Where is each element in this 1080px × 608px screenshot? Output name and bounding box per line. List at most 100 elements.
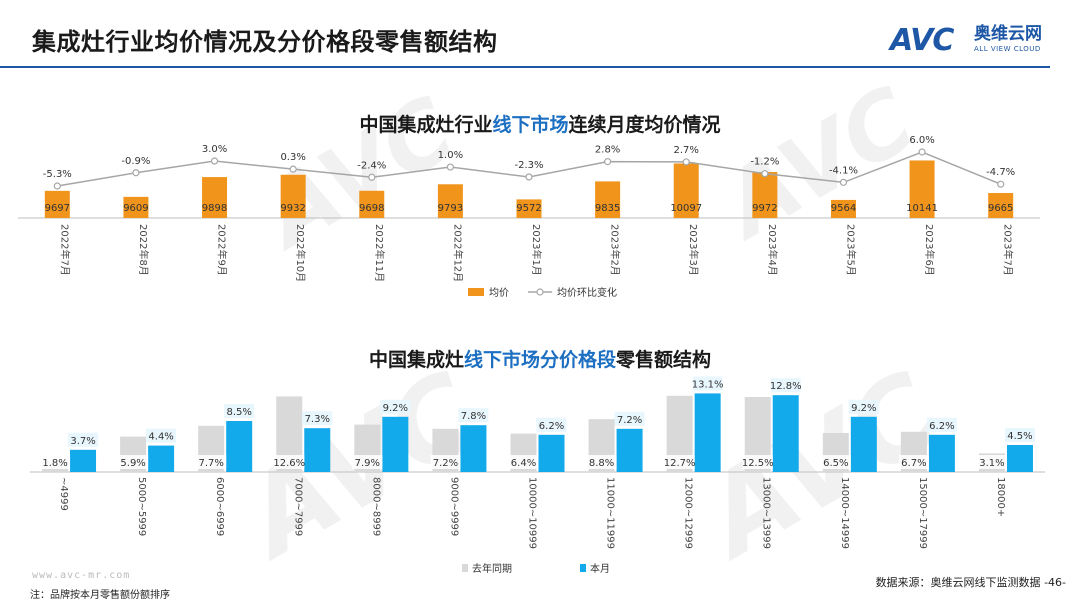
this-month-label-bg	[692, 376, 723, 391]
last-year-label: 6.5%	[823, 458, 848, 469]
legend-swatch-price	[468, 288, 484, 296]
x-tick-label: 6000~6999	[214, 477, 225, 536]
x-tick-label: 8000~8999	[370, 477, 381, 536]
mom-label: 6.0%	[909, 135, 934, 146]
price-label: 10097	[670, 203, 702, 214]
price-label: 9835	[595, 203, 620, 214]
chart2-title: 中国集成灶线下市场分价格段零售额结构	[0, 345, 1080, 372]
last-year-label: 12.5%	[742, 458, 774, 469]
this-month-bar	[460, 425, 487, 472]
price-segment-chart: 1.8%3.7% ~4999 5.9% 4.4% 5000~5999 7.7% 8.5% 60…	[30, 376, 1045, 575]
x-tick-label: 5000~5999	[136, 477, 147, 536]
x-tick-label: 2022年10月	[294, 224, 307, 282]
this-month-bar	[538, 434, 565, 472]
mom-label: -1.2%	[750, 157, 779, 168]
this-month-label: 12.8%	[770, 381, 802, 392]
price-bar	[673, 163, 699, 218]
this-month-label: 8.5%	[226, 407, 251, 418]
legend-label-this-month: 本月	[590, 562, 610, 575]
price-label: 9572	[516, 203, 541, 214]
this-month-label-bg	[1004, 428, 1035, 442]
this-month-bar	[70, 449, 97, 472]
last-year-label-bg	[586, 455, 617, 469]
price-bar	[280, 174, 306, 218]
last-year-label: 3.1%	[979, 458, 1004, 469]
last-year-label-bg	[352, 455, 383, 469]
last-year-label-bg	[430, 455, 461, 469]
price-bar	[123, 196, 149, 218]
x-tick-label: 2023年6月	[923, 224, 936, 276]
chart2-title-suffix: 零售额结构	[616, 349, 712, 371]
this-month-label-bg	[68, 432, 99, 447]
mom-point	[289, 165, 297, 173]
price-bar	[359, 190, 385, 218]
mom-point	[446, 163, 454, 171]
price-bar	[909, 160, 935, 218]
legend-swatch-last-year	[462, 564, 468, 572]
footnote: 注：品牌按本月零售额份额排序	[30, 590, 170, 601]
price-bar	[595, 181, 621, 218]
price-label: 9564	[831, 203, 856, 214]
x-tick-label: 13000~13999	[761, 477, 772, 549]
x-tick-label: 2022年12月	[451, 224, 464, 282]
last-year-label-bg	[118, 455, 149, 469]
this-month-label-bg	[926, 417, 957, 432]
this-month-label: 4.5%	[1007, 431, 1032, 442]
last-year-label: 6.4%	[511, 458, 536, 469]
x-tick-label: 2023年4月	[766, 224, 779, 276]
last-year-label-bg	[898, 455, 929, 469]
last-year-label: 7.7%	[198, 458, 223, 469]
this-month-bar	[304, 428, 331, 472]
mom-label: -4.7%	[986, 167, 1015, 178]
x-tick-label: 15000~17999	[917, 477, 928, 549]
mom-point	[368, 173, 376, 181]
price-label: 9609	[123, 203, 148, 214]
page-number: -46-	[1044, 576, 1066, 589]
title-divider	[0, 66, 1050, 68]
last-year-label: 5.9%	[120, 458, 145, 469]
mom-point	[839, 178, 848, 186]
this-month-label: 6.2%	[539, 421, 564, 432]
mom-point	[682, 158, 690, 166]
x-tick-label: 18000+	[995, 477, 1006, 517]
mom-point	[997, 180, 1005, 188]
x-tick-label: 7000~7999	[292, 477, 303, 536]
last-year-label-bg	[820, 455, 851, 469]
x-tick-label: 2023年7月	[1002, 224, 1015, 276]
logo-english-name: ALL VIEW CLOUD	[974, 45, 1041, 53]
monthly-price-chart: 9697 2022年7月 9609 2022年8月 9898 2022年9月 9932 202…	[18, 135, 1040, 299]
price-bar	[44, 190, 70, 218]
this-month-label: 9.2%	[851, 403, 876, 414]
last-year-label-bg	[274, 455, 305, 469]
mom-label: -5.3%	[43, 169, 72, 180]
this-month-bar	[148, 445, 175, 472]
x-tick-label: 2023年5月	[844, 224, 857, 276]
last-year-label: 1.8%	[42, 458, 67, 469]
x-tick-label: 14000~14999	[839, 477, 850, 549]
last-year-label: 6.7%	[901, 458, 926, 469]
chart2-title-highlight: 线下市场分价格段	[463, 349, 616, 371]
this-month-bar	[1006, 445, 1033, 472]
mom-label: 2.8%	[595, 145, 620, 156]
mom-label: -2.3%	[514, 160, 543, 171]
mom-label: 2.7%	[674, 145, 699, 156]
x-tick-label: 2023年2月	[609, 224, 622, 276]
legend-label-line: 均价环比变化	[557, 286, 617, 299]
this-month-bar	[616, 428, 643, 472]
this-month-label-bg	[458, 408, 489, 423]
x-tick-label: 2022年11月	[373, 224, 386, 282]
logo-chinese-name: 奥维云网	[974, 24, 1042, 44]
x-tick-label: 10000~10999	[527, 477, 538, 549]
this-month-bar	[928, 434, 955, 472]
price-label: 10141	[906, 203, 938, 214]
this-month-bar	[772, 395, 799, 472]
chart2-title-prefix: 中国集成灶	[368, 349, 464, 371]
last-year-label-bg	[664, 455, 695, 469]
mom-point	[525, 173, 533, 181]
source-line: 数据来源：奥维云网线下监测数据 -46-	[876, 574, 1066, 590]
legend-label-last-year: 去年同期	[472, 562, 512, 575]
mom-label: 0.3%	[280, 152, 305, 163]
last-year-label-bg	[40, 455, 71, 469]
mom-point	[761, 170, 769, 178]
last-year-label-bg	[976, 455, 1007, 469]
